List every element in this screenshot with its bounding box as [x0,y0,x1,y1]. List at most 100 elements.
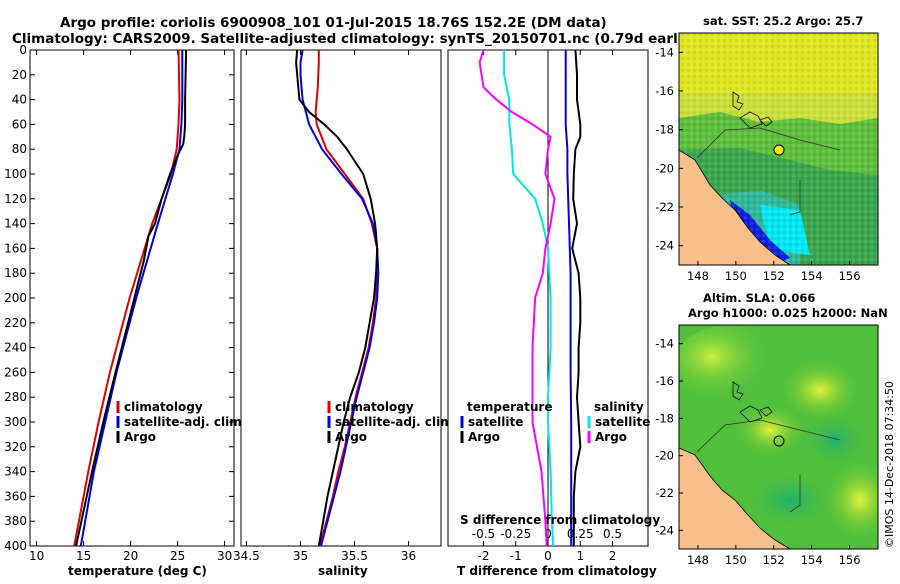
temperature-series [73,49,188,547]
sla-high-1 [679,325,790,415]
temperature-axes [29,49,235,547]
map-y-tick-label: -16 [655,374,674,388]
legend-climatology: climatology [335,400,414,414]
temperature-legend: climatology satellite-adj. clim. Argo [116,400,246,444]
sla-reef-outline [696,419,841,513]
x-tick-label: 36 [401,549,416,563]
depth-tick-label: 140 [4,217,27,231]
imos-stamp: ©IMOS 14-Dec-2018 07:34:50 [883,381,896,548]
sla-high-2 [780,360,860,420]
series-t-satellite [564,50,573,546]
salinity-legend: climatology satellite-adj. clim. Argo [327,400,457,444]
sla-high-3 [735,405,805,455]
x-tick-label: 35 [293,549,308,563]
sst-argo-marker [773,144,785,156]
depth-tick-label: 20 [12,68,27,82]
depth-tick-label: 80 [12,142,27,156]
x-tick-label: -2 [477,549,489,563]
sla-map: Altim. SLA: 0.066 Argo h1000: 0.025 h200… [655,291,888,567]
depth-tick-label: 260 [4,365,27,379]
map-x-tick-label: 154 [801,269,823,283]
sst-map: sat. SST: 25.2 Argo: 25.7 [655,14,879,283]
salinity-x-ticks: 34.5 35 35.5 36 [233,50,416,563]
legend-climatology: climatology [124,400,203,414]
depth-tick-label: 320 [4,440,27,454]
series-argo [295,49,379,547]
map-y-tick-label: -20 [655,449,674,463]
map-x-tick-label: 156 [839,269,861,283]
depth-tick-label: 400 [4,539,27,553]
depth-tick-label: 180 [4,266,27,280]
x-tick-label: 15 [76,549,91,563]
x-tick-label: -1 [510,549,522,563]
sst-land [679,149,791,265]
sst-reef-islands [732,91,773,129]
s-tick-label: 0 [544,527,552,541]
x-tick-label: 34.5 [233,549,260,563]
temperature-xlabel: temperature (deg C) [68,564,207,578]
map-y-tick-label: -24 [655,523,674,537]
title-line-1: Argo profile: coriolis 6900908_101 01-Ju… [60,15,607,31]
depth-tick-label: 200 [4,291,27,305]
legend-satellite: satellite-adj. clim. [124,415,246,429]
difference-panel: -2 -1 0 1 2-0.5 -0.25 0 0.25 0.5 T difference fr… [447,49,660,578]
sla-land [679,447,791,549]
sla-low-1 [805,415,865,465]
sla-reef-islands [732,381,773,423]
sla-map-frame [678,324,879,550]
s-tick-label: -0.5 [472,527,495,541]
x-tick-label: 30 [217,549,232,563]
depth-tick-label: 220 [4,316,27,330]
sla-map-title-2: Argo h1000: 0.025 h2000: NaN [688,306,888,320]
x-tick-label: 1 [576,549,584,563]
map-x-tick-label: 152 [763,269,785,283]
sla-map-field [679,325,878,549]
depth-tick-label: 0 [19,43,27,57]
s-tick-label: 0.5 [603,527,622,541]
depth-tick-label: 160 [4,241,27,255]
map-y-tick-label: -24 [655,239,674,253]
sla-map-ticks: 148 150 152 154 156 -14 -16 -18 -20 -22 -24 [655,337,860,567]
depth-tick-label: 120 [4,192,27,206]
depth-tick-label: 240 [4,341,27,355]
salinity-xlabel: salinity [318,564,368,578]
sla-argo-marker [773,435,785,447]
sst-map-title: sat. SST: 25.2 Argo: 25.7 [703,14,863,28]
map-x-tick-label: 150 [725,269,747,283]
series-climatology [314,50,379,547]
legend-satellite: satellite-adj. clim. [335,415,457,429]
sla-low-2 [750,475,830,525]
series-t-argo [571,49,582,546]
series-s-argo [478,49,556,547]
map-y-tick-label: -18 [655,123,674,137]
sst-map-ticks: 148 150 152 154 156 -14 -16 -18 -20 -22 -24 [655,45,860,283]
x-tick-label: 10 [29,549,44,563]
sst-reef-outline [696,127,841,216]
map-x-tick-label: 154 [801,553,823,567]
salinity-panel: 34.5 35 35.5 36 salinity climatology satell… [233,49,457,578]
legend-argo: Argo [335,430,367,444]
x-tick-label: 0 [544,549,552,563]
s-tick-label: -0.25 [500,527,531,541]
difference-legend-salinity: salinity satellite Argo [587,400,650,444]
map-y-tick-label: -20 [655,161,674,175]
map-y-tick-label: -22 [655,486,674,500]
x-tick-label: 35.5 [341,549,368,563]
map-x-tick-label: 150 [725,553,747,567]
depth-tick-label: 60 [12,117,27,131]
map-y-tick-label: -14 [655,45,674,59]
legend-t-satellite: satellite [468,415,523,429]
legend-argo: Argo [124,430,156,444]
map-y-tick-label: -16 [655,84,674,98]
legend-salinity-header: salinity [594,400,644,414]
map-x-tick-label: 152 [763,553,785,567]
depth-tick-label: 360 [4,489,27,503]
sla-high-4 [825,460,878,540]
depth-tick-label: 100 [4,167,27,181]
series-argo [75,49,188,547]
map-y-tick-label: -22 [655,200,674,214]
depth-tick-label: 40 [12,93,27,107]
temperature-x-ticks: 10 15 20 25 30 [29,50,232,563]
depth-tick-label: 340 [4,465,27,479]
difference-xlabel: T difference from climatology [457,564,657,578]
